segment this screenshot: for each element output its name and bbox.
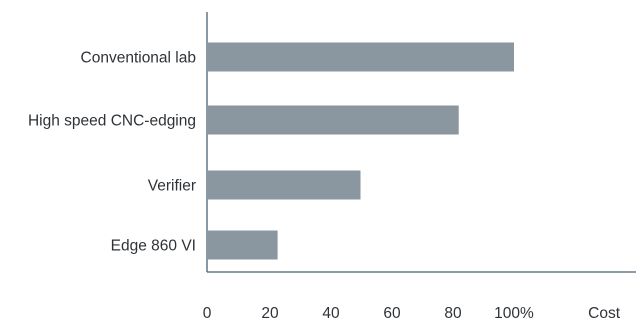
x-tick-label: 100% — [494, 305, 534, 322]
bar-verifier — [208, 170, 361, 200]
x-tick-label: 20 — [261, 305, 279, 322]
x-tick-label: 60 — [383, 305, 401, 322]
x-tick-label: 80 — [444, 305, 462, 322]
category-label: High speed CNC-edging — [28, 113, 196, 130]
category-label: Edge 860 VI — [111, 238, 196, 255]
category-label: Conventional lab — [81, 50, 196, 67]
category-label: Verifier — [148, 178, 196, 195]
category-labels: Conventional lab High speed CNC-edging Ver… — [28, 50, 196, 255]
x-axis-label: Cost — [588, 305, 621, 322]
bars-group — [208, 42, 514, 260]
x-tick-label: 40 — [322, 305, 340, 322]
bar-conventional-lab — [208, 42, 514, 72]
x-tick-labels: 0 20 40 60 80 100% — [203, 305, 534, 322]
x-tick-label: 0 — [203, 305, 212, 322]
bar-high-speed-cnc-edging — [208, 105, 459, 135]
bar-edge-860-vi — [208, 230, 278, 260]
